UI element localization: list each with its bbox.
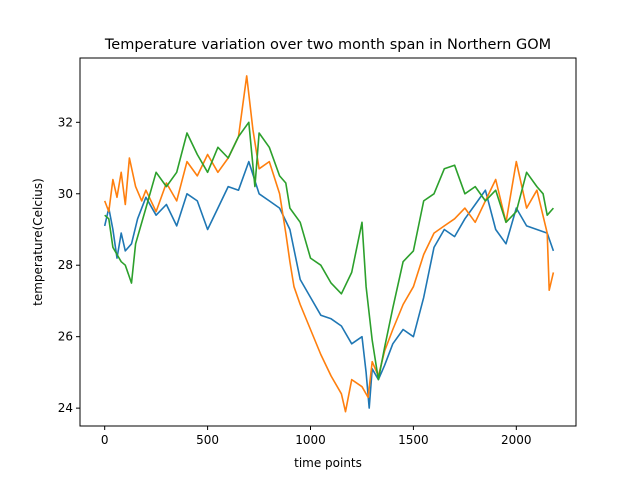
- plot-frame: [79, 57, 577, 427]
- x-axis-label: time points: [294, 456, 362, 470]
- series-line-3: [104, 121, 555, 381]
- y-axis: 24 26 28 30 32: [58, 115, 80, 415]
- x-axis: 0 500 1000 1500 2000: [101, 426, 532, 447]
- series-line-1: [103, 160, 555, 409]
- y-tick-label: 26: [58, 330, 73, 344]
- plot-area: [103, 75, 555, 413]
- y-tick-label: 30: [58, 187, 73, 201]
- y-axis-label: temperature(Celcius): [31, 178, 45, 306]
- x-tick-label: 1000: [295, 433, 326, 447]
- x-tick-label: 0: [101, 433, 109, 447]
- series-line-2: [103, 75, 555, 413]
- x-tick-label: 2000: [501, 433, 532, 447]
- x-tick-label: 1500: [398, 433, 429, 447]
- x-tick-label: 500: [196, 433, 219, 447]
- y-tick-label: 24: [58, 401, 73, 415]
- y-tick-label: 32: [58, 115, 73, 129]
- chart-title: Temperature variation over two month spa…: [104, 37, 551, 53]
- y-tick-label: 28: [58, 258, 73, 272]
